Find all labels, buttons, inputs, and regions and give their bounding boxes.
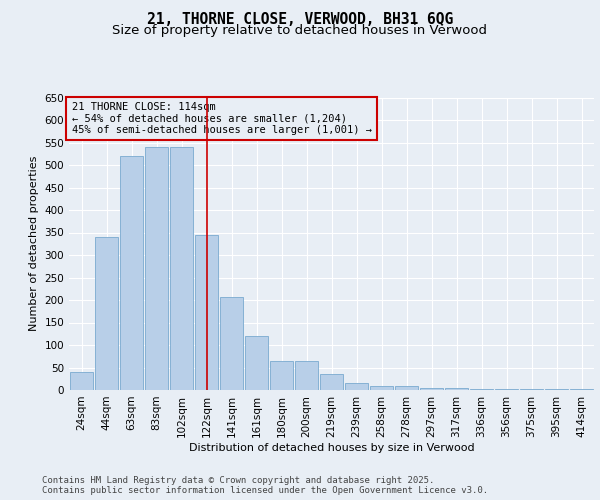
Bar xyxy=(370,386,393,390)
Bar xyxy=(195,235,218,390)
X-axis label: Distribution of detached houses by size in Verwood: Distribution of detached houses by size … xyxy=(188,442,475,452)
Bar xyxy=(570,389,593,390)
Bar xyxy=(145,147,168,390)
Y-axis label: Number of detached properties: Number of detached properties xyxy=(29,156,39,332)
Bar xyxy=(470,389,493,390)
Bar xyxy=(95,237,118,390)
Bar xyxy=(345,383,368,390)
Bar xyxy=(295,361,318,390)
Text: Size of property relative to detached houses in Verwood: Size of property relative to detached ho… xyxy=(113,24,487,37)
Text: Contains HM Land Registry data © Crown copyright and database right 2025.
Contai: Contains HM Land Registry data © Crown c… xyxy=(42,476,488,495)
Bar xyxy=(520,389,543,390)
Bar xyxy=(395,386,418,390)
Bar xyxy=(70,372,93,390)
Bar xyxy=(120,156,143,390)
Bar xyxy=(495,389,518,390)
Bar xyxy=(245,336,268,390)
Bar xyxy=(220,297,243,390)
Bar xyxy=(270,361,293,390)
Text: 21, THORNE CLOSE, VERWOOD, BH31 6QG: 21, THORNE CLOSE, VERWOOD, BH31 6QG xyxy=(147,12,453,28)
Text: 21 THORNE CLOSE: 114sqm
← 54% of detached houses are smaller (1,204)
45% of semi: 21 THORNE CLOSE: 114sqm ← 54% of detache… xyxy=(71,102,371,135)
Bar xyxy=(545,389,568,390)
Bar xyxy=(420,388,443,390)
Bar xyxy=(445,388,468,390)
Bar xyxy=(320,374,343,390)
Bar xyxy=(170,147,193,390)
